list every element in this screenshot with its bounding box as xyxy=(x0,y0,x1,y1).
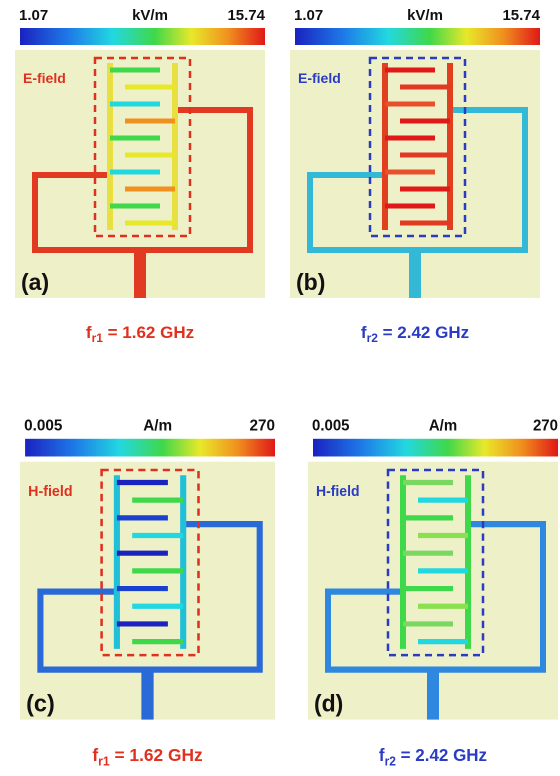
colorbar-unit: A/m xyxy=(143,417,172,434)
colorbar xyxy=(25,438,275,457)
frequency-subscript: r2 xyxy=(367,331,379,345)
colorbar-unit: kV/m xyxy=(132,7,168,24)
circuit xyxy=(325,475,546,720)
frequency-symbol: f xyxy=(92,745,98,765)
field-label: E-field xyxy=(298,70,341,86)
panel: 0.005 A/m 270 H-field (c) fr1 = 1.62 GHz xyxy=(20,417,275,768)
highlight-box xyxy=(93,56,192,238)
feed-line xyxy=(409,250,421,298)
frequency: fr1 = 1.62 GHz xyxy=(86,323,194,345)
panel-label: (d) xyxy=(314,690,343,717)
feed-line xyxy=(141,669,154,720)
colorbar-min: 0.005 xyxy=(312,417,350,434)
frequency-symbol: f xyxy=(361,323,367,342)
panel-label: (a) xyxy=(21,269,49,295)
panel: 1.07 kV/m 15.74 E-field (a) fr1 = 1.62 GHz xyxy=(15,7,266,345)
frequency-value: = 1.62 GHz xyxy=(110,745,203,765)
highlight-box xyxy=(368,56,467,238)
colorbar-unit: A/m xyxy=(429,417,457,434)
colorbar-max: 270 xyxy=(249,417,275,434)
highlight-box xyxy=(386,468,485,657)
colorbar-min: 1.07 xyxy=(19,7,48,24)
frequency-value: = 2.42 GHz xyxy=(396,745,487,765)
frequency-symbol: f xyxy=(379,745,385,765)
colorbar-min: 0.005 xyxy=(24,417,63,434)
frequency-subscript: r1 xyxy=(98,754,110,768)
colorbar-min: 1.07 xyxy=(294,7,323,24)
colorbar xyxy=(295,28,540,45)
frequency-symbol: f xyxy=(86,323,92,342)
frequency-value: = 2.42 GHz xyxy=(378,323,469,342)
colorbar-unit: kV/m xyxy=(407,7,443,24)
colorbar-max: 15.74 xyxy=(227,7,265,24)
frequency-value: = 1.62 GHz xyxy=(103,323,194,342)
field-label: E-field xyxy=(23,70,66,86)
field-label: H-field xyxy=(316,484,360,500)
frequency-subscript: r2 xyxy=(385,754,397,768)
frequency: fr2 = 2.42 GHz xyxy=(361,323,469,345)
feed-line xyxy=(134,250,146,298)
colorbar-max: 15.74 xyxy=(502,7,540,24)
field-label: H-field xyxy=(28,484,72,500)
feed-line xyxy=(427,669,439,720)
frequency-subscript: r1 xyxy=(92,331,104,345)
panel-label: (c) xyxy=(26,691,55,717)
colorbar-max: 270 xyxy=(533,417,558,434)
panel: 0.005 A/m 270 H-field (d) fr2 = 2.42 GHz xyxy=(308,417,558,768)
circuit xyxy=(37,475,263,720)
highlight-box xyxy=(100,468,200,657)
circuit xyxy=(307,63,528,298)
colorbar xyxy=(313,438,558,457)
circuit xyxy=(32,63,253,298)
colorbar xyxy=(20,28,265,45)
panel-label: (b) xyxy=(296,269,325,295)
panel: 1.07 kV/m 15.74 E-field (b) fr2 = 2.42 GHz xyxy=(290,7,541,345)
frequency: fr1 = 1.62 GHz xyxy=(92,745,203,768)
frequency: fr2 = 2.42 GHz xyxy=(379,745,487,769)
